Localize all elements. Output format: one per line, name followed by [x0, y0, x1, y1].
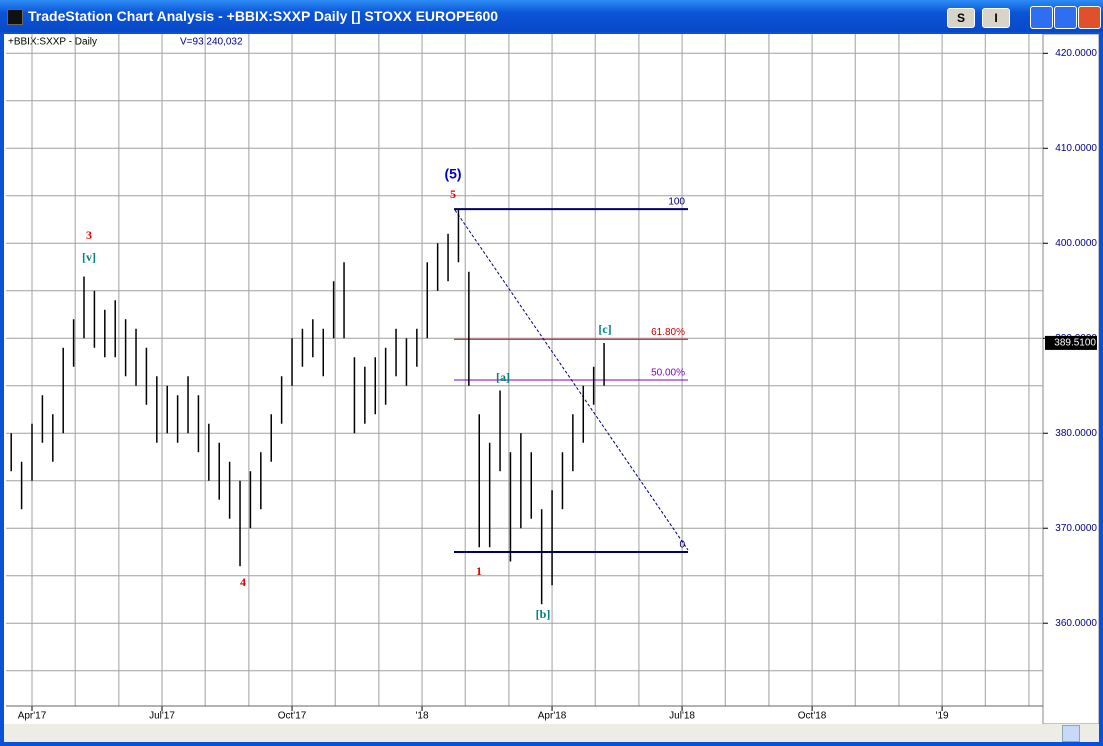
wave-label: [v] [82, 250, 96, 264]
x-tick-label: Apr'18 [538, 711, 567, 722]
fib-label: 0 [679, 540, 685, 551]
title-bar: TradeStation Chart Analysis - +BBIX:SXXP… [0, 0, 1103, 32]
y-tick-label: 360.0000 [1055, 618, 1097, 629]
wave-label: [a] [496, 370, 510, 384]
y-tick-label: 410.0000 [1055, 143, 1097, 154]
wave-label: 4 [240, 575, 246, 589]
price-axis [1042, 34, 1099, 724]
wave-label: 5 [450, 187, 456, 201]
last-price-label: 389.5100 [1054, 338, 1096, 349]
y-tick-label: 420.0000 [1055, 48, 1097, 59]
trend-line [454, 209, 689, 551]
x-tick-label: Apr'17 [18, 711, 47, 722]
wave-label: [c] [598, 322, 611, 336]
close-button[interactable] [1078, 6, 1101, 29]
chart-background [4, 34, 1099, 724]
app-icon [7, 9, 23, 25]
symbol-label: +BBIX:SXXP - Daily [8, 37, 97, 48]
y-tick-label: 370.0000 [1055, 523, 1097, 534]
scroll-thumb[interactable] [1062, 725, 1080, 742]
x-tick-label: Oct'18 [798, 711, 827, 722]
last-price-box [1045, 335, 1097, 350]
s-button[interactable]: S [947, 8, 975, 28]
chart: +BBIX:SXXP - Daily V=93,240,032 Apr'17 Ju… [4, 34, 1099, 724]
wave-label: 1 [476, 564, 482, 578]
x-tick-label: Jul'17 [149, 711, 175, 722]
x-tick-label: '19 [936, 711, 949, 722]
y-tick-label: 380.0000 [1055, 428, 1097, 439]
x-tick-label: Jul'18 [669, 711, 695, 722]
fib-label: 100 [668, 197, 685, 208]
x-tick-label: Oct'17 [278, 711, 307, 722]
wave-label: [b] [536, 607, 551, 621]
minimize-button[interactable] [1030, 6, 1053, 29]
wave-label: 3 [86, 228, 92, 242]
volume-label: V=93,240,032 [180, 37, 243, 48]
x-tick-label: '18 [416, 711, 429, 722]
y-tick-label: 400.0000 [1055, 238, 1097, 249]
fib-label: 50.00% [651, 368, 685, 379]
fib-label: 61.80% [651, 327, 685, 338]
wave-label: (5) [444, 166, 461, 182]
maximize-button[interactable] [1054, 6, 1077, 29]
scrollbar[interactable] [4, 724, 1099, 742]
i-button[interactable]: I [982, 8, 1010, 28]
window-title: TradeStation Chart Analysis - +BBIX:SXXP… [28, 8, 499, 24]
